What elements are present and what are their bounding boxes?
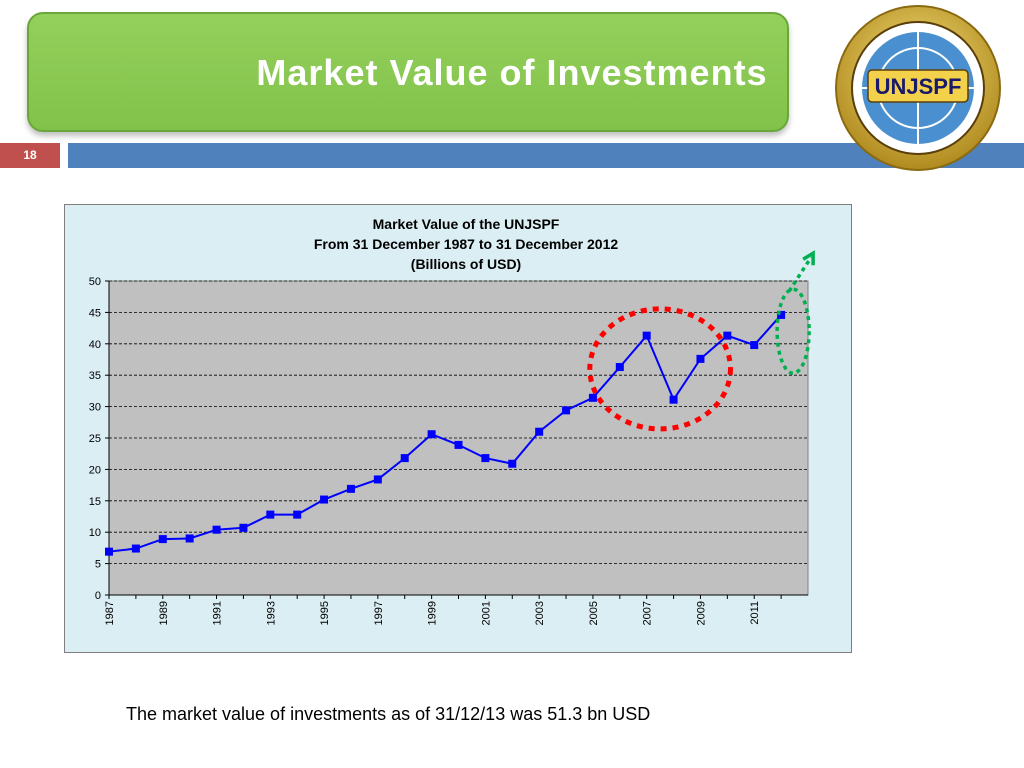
x-tick-label: 2003 [534,601,546,625]
series-line [108,314,782,553]
data-point [615,363,624,372]
x-tick-label: 2011 [749,601,761,625]
growth-arrow-head [802,250,815,266]
data-point [481,454,490,463]
data-point [642,331,651,340]
data-point [750,341,759,350]
y-tick-label: 35 [89,370,101,382]
y-tick-label: 10 [89,527,101,539]
x-tick-label: 2009 [695,601,707,625]
data-point [212,525,221,534]
y-tick-label: 45 [89,307,101,319]
data-point [696,354,705,363]
x-tick-label: 2007 [642,601,654,625]
chart-subtitle-line1: From 31 December 1987 to 31 December 201… [314,236,618,252]
y-tick-label: 20 [89,464,101,476]
data-point [723,331,732,340]
highlight-ellipse-red [587,306,733,432]
x-tick-label: 2005 [588,601,600,625]
x-tick-label: 1997 [373,601,385,625]
data-point [185,534,194,543]
slide-number: 18 [0,143,60,168]
data-point [562,406,571,415]
x-tick-label: 2001 [480,601,492,625]
x-tick-label: 1987 [104,601,116,625]
plot-area [108,280,809,596]
data-point [266,510,275,519]
data-point [373,475,382,484]
data-point [669,395,678,404]
data-point [508,459,517,468]
data-point [105,547,113,556]
data-point [346,484,355,493]
data-point [400,454,409,463]
chart-title: Market Value of the UNJSPF [373,216,560,232]
data-point [777,310,786,319]
data-point [131,544,140,553]
data-point [293,510,302,519]
x-tick-label: 1993 [265,601,277,625]
x-tick-label: 1995 [319,601,331,625]
y-tick-label: 15 [89,496,101,508]
x-tick-label: 1989 [158,601,170,625]
data-point [158,535,167,544]
logo-text: UNJSPF [875,74,962,99]
slide-title: Market Value of Investments [256,52,768,93]
data-point [454,440,463,449]
y-tick-label: 5 [95,559,101,571]
y-tick-label: 0 [95,590,101,602]
data-point [427,430,436,439]
chart-subtitle-line2: (Billions of USD) [411,256,521,272]
market-value-chart: Market Value of the UNJSPF From 31 Decem… [89,216,815,625]
data-point [535,427,544,436]
y-tick-label: 25 [89,433,101,445]
chart-frame: Market Value of the UNJSPF From 31 Decem… [64,204,852,653]
data-point [588,393,597,402]
y-tick-label: 40 [89,339,101,351]
data-point [239,523,248,532]
data-point [320,495,329,504]
y-tick-label: 30 [89,402,101,414]
x-tick-label: 1999 [427,601,439,625]
y-tick-label: 50 [89,276,101,288]
x-tick-label: 1991 [212,601,224,625]
title-banner [27,12,789,132]
unjspf-logo: UNJSPF [835,5,1001,171]
footnote: The market value of investments as of 31… [126,704,651,724]
highlight-ellipse-green [775,287,811,375]
growth-arrow [787,256,813,293]
